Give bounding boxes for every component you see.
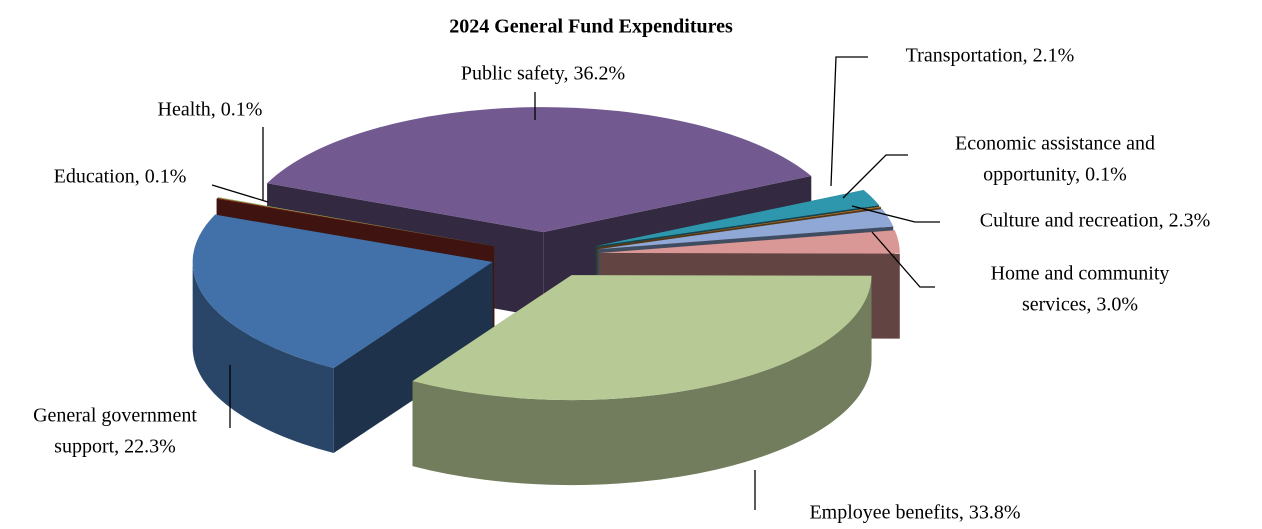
slice [599, 230, 900, 254]
data-label: Economic assistance and [955, 133, 1155, 155]
slice [267, 107, 812, 233]
slice [597, 206, 882, 248]
leader-line [871, 231, 935, 288]
data-label: services, 3.0% [1022, 294, 1138, 316]
data-label: support, 22.3% [54, 436, 176, 458]
data-label: Culture and recreation, 2.3% [980, 210, 1210, 232]
data-label: Transportation, 2.1% [906, 45, 1075, 67]
pie [192, 107, 900, 486]
leader-line [851, 205, 940, 223]
data-label: General government [33, 405, 197, 427]
data-label: Home and community [991, 263, 1170, 285]
data-label: opportunity, 0.1% [983, 164, 1127, 186]
labels: Public safety, 36.2% Transportation, 2.1%… [33, 45, 1210, 524]
slice [192, 214, 493, 369]
slice-wall [412, 275, 872, 486]
data-label: Employee benefits, 33.8% [809, 502, 1020, 524]
slice [598, 209, 894, 250]
slice [412, 275, 872, 401]
slice [595, 189, 880, 247]
slice [216, 198, 495, 247]
leader-line [842, 154, 908, 199]
chart-title: 2024 General Fund Expenditures [449, 16, 733, 38]
leader-line [830, 56, 868, 187]
data-label: Health, 0.1% [158, 99, 263, 121]
data-label: Public safety, 36.2% [461, 63, 625, 85]
slice [217, 197, 495, 247]
data-label: Education, 0.1% [54, 166, 187, 188]
slice-wall [192, 262, 334, 454]
leader-line [211, 184, 269, 203]
